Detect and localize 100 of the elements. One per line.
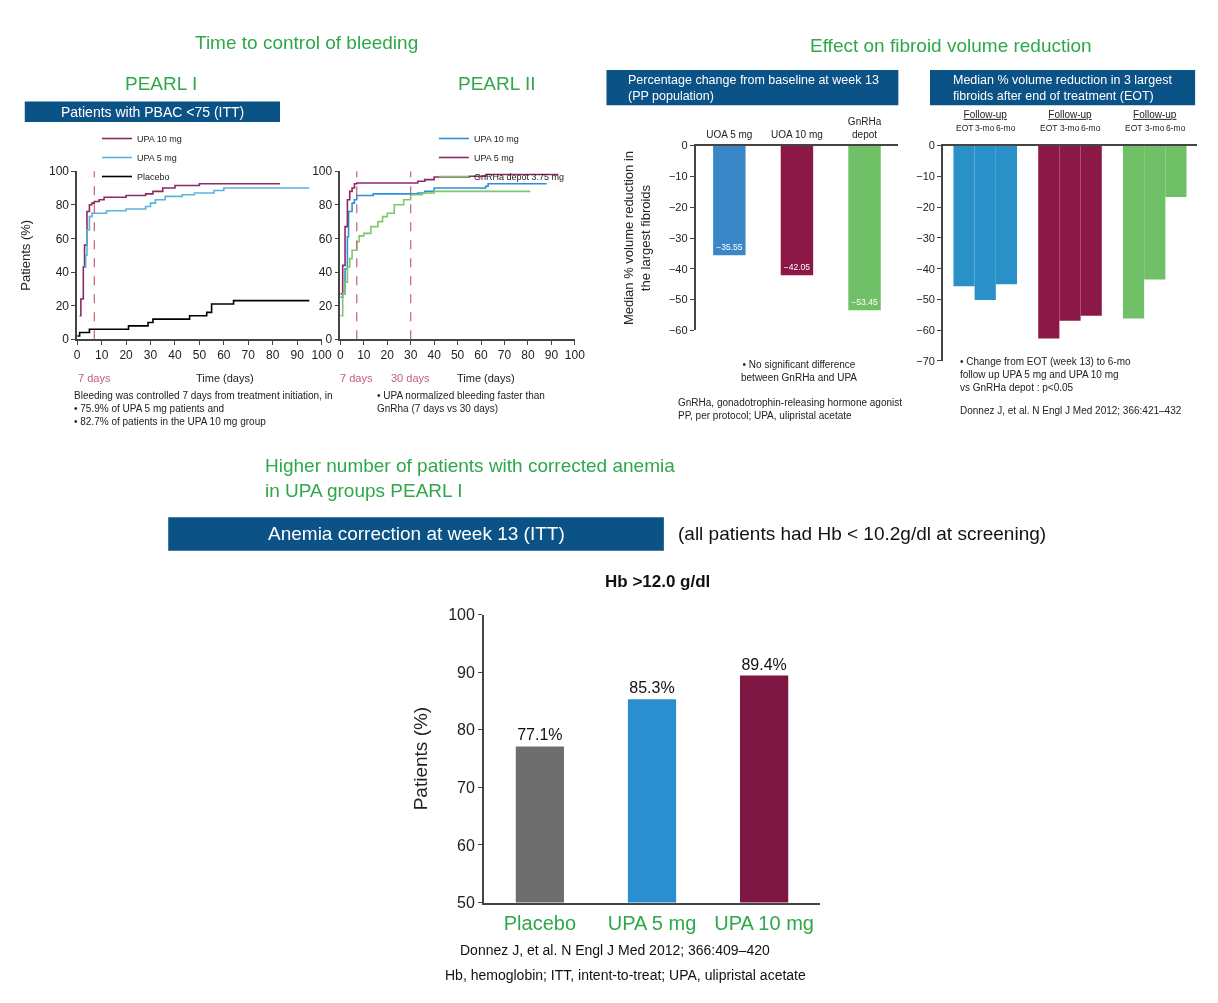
data-label: −35.55 xyxy=(716,242,743,253)
x-tick-label: Follow-up xyxy=(963,108,1008,120)
x-tick-label: 20 xyxy=(119,348,134,363)
y-tick-label: 80 xyxy=(318,198,333,213)
chart-subtitle: Anemia correction at week 13 (ITT) xyxy=(268,523,565,544)
text: Bleeding was controlled 7 days from treatment initiation, in • 75.9% of UPA 5 mg patients and • 82.7% of patients in the UPA 10 mg group xyxy=(74,390,333,427)
text: • No significant difference between GnRHa and UPA xyxy=(741,359,858,383)
chart-title: Percentage change from baseline at week 13 (PP population) xyxy=(628,73,879,104)
x-tick-label: 70 xyxy=(241,348,256,363)
x-tick-label: 30 xyxy=(404,348,418,363)
y-tick-label: 0 xyxy=(325,332,333,347)
y-tick-label: 40 xyxy=(55,265,70,280)
x-tick-label: UPA 10 mg xyxy=(714,912,814,935)
data-label: 89.4% xyxy=(741,655,787,673)
legend-label: UPA 5 mg xyxy=(473,153,514,164)
text: 3-mo xyxy=(1060,123,1080,133)
x-tick-label: 60 xyxy=(217,348,231,363)
y-tick-label: 60 xyxy=(318,231,333,246)
text: Higher number of patients with corrected anemia in UPA groups PEARL I xyxy=(265,455,676,501)
x-axis-title: Time (days) xyxy=(196,372,254,384)
y-tick-label: −60 xyxy=(916,324,935,337)
y-tick-label: −60 xyxy=(668,324,688,337)
y-tick-label: −70 xyxy=(916,354,935,367)
ref-line-label: 7 days xyxy=(78,372,111,384)
y-tick-label: −10 xyxy=(916,170,935,183)
y-tick-label: 100 xyxy=(448,606,475,624)
y-tick-label: −30 xyxy=(668,231,688,244)
x-tick-label: 70 xyxy=(497,348,512,363)
x-tick-label: 20 xyxy=(380,348,395,363)
text: (all patients had Hb < 10.2g/dl at screening) xyxy=(678,523,1047,544)
x-tick-label: 0 xyxy=(73,348,81,363)
x-tick-label: UOA 5 mg xyxy=(706,128,753,140)
x-tick-label: 60 xyxy=(474,348,489,363)
text: Effect on fibroid volume reduction xyxy=(810,35,1092,56)
chart-subtitle: Patients with PBAC <75 (ITT) xyxy=(61,104,245,120)
x-tick-label: UPA 5 mg xyxy=(607,912,697,935)
text: Donnez J, et al. N Engl J Med 2012; 366:421–432 xyxy=(960,405,1182,416)
x-tick-label: 90 xyxy=(290,348,305,363)
y-tick-label: 40 xyxy=(318,265,333,280)
chart-title: Hb >12.0 g/dl xyxy=(605,572,711,591)
x-tick-label: 80 xyxy=(266,348,280,363)
text: Time to control of bleeding xyxy=(195,32,419,53)
y-tick-label: 20 xyxy=(318,298,333,313)
x-tick-label: UOA 10 mg xyxy=(771,128,823,140)
y-tick-label: −30 xyxy=(916,231,935,244)
y-tick-label: 60 xyxy=(55,231,70,246)
legend-label: Placebo xyxy=(136,172,170,183)
y-axis-title: Median % volume reduction in the largest fibroids xyxy=(621,150,654,326)
text: 6-mo xyxy=(1166,123,1186,133)
x-tick-label: 80 xyxy=(521,348,535,363)
text: Hb, hemoglobin; ITT, intent-to-treat; UPA, ulipristal acetate xyxy=(445,967,807,983)
series-label: EOT xyxy=(956,123,974,133)
x-tick-label: 40 xyxy=(168,348,182,363)
y-tick-label: 100 xyxy=(49,164,70,179)
y-tick-label: −20 xyxy=(668,201,688,214)
data-label: −53.45 xyxy=(851,297,878,308)
x-tick-label: 100 xyxy=(564,348,586,363)
y-tick-label: 0 xyxy=(62,332,70,347)
y-tick-label: −40 xyxy=(916,262,935,275)
data-label: 85.3% xyxy=(629,679,675,697)
data-label: 77.1% xyxy=(517,726,563,744)
ref-line-label: 30 days xyxy=(391,372,431,384)
x-tick-label: Follow-up xyxy=(1048,108,1093,120)
x-tick-label: Follow-up xyxy=(1133,108,1177,120)
x-axis-title: Time (days) xyxy=(457,372,515,384)
chart-title: PEARL II xyxy=(458,73,536,94)
y-tick-label: 70 xyxy=(457,778,475,796)
y-tick-label: −40 xyxy=(668,262,688,275)
text: 3-mo xyxy=(1145,123,1165,133)
y-axis-title: Patients (%) xyxy=(410,706,432,811)
legend-label: GnRHa depot 3.75 mg xyxy=(473,172,564,183)
text: • UPA normalized bleeding faster than GnRha (7 days vs 30 days) xyxy=(377,390,545,414)
y-tick-label: 50 xyxy=(457,894,475,912)
text: EOT xyxy=(1040,123,1058,133)
y-tick-label: 0 xyxy=(928,139,935,152)
chart-title: PEARL I xyxy=(125,73,198,94)
text: EOT xyxy=(1125,123,1143,133)
series-label: 6-mo xyxy=(996,123,1016,133)
y-tick-label: 80 xyxy=(457,721,475,739)
x-tick-label: 10 xyxy=(357,348,371,363)
y-tick-label: 90 xyxy=(457,663,475,681)
y-tick-label: 80 xyxy=(55,198,70,213)
x-tick-label: 10 xyxy=(94,348,109,363)
annotation: • Change from EOT (week 13) to 6-mo follow up UPA 5 mg and UPA 10 mg vs GnRHa depot : p<0.05 xyxy=(960,356,1132,393)
y-tick-label: 20 xyxy=(55,298,70,313)
x-tick-label: 50 xyxy=(192,348,207,363)
y-tick-label: 0 xyxy=(681,139,688,152)
x-tick-label: 0 xyxy=(337,348,345,363)
y-tick-label: −20 xyxy=(916,200,935,213)
data-label: −42.05 xyxy=(783,262,811,273)
text: Donnez J, et al. N Engl J Med 2012; 366:409–420 xyxy=(460,942,770,958)
legend-label: UPA 5 mg xyxy=(136,153,177,164)
ref-line-label: 7 days xyxy=(340,372,373,384)
y-tick-label: −10 xyxy=(668,170,688,183)
y-tick-label: −50 xyxy=(668,293,688,306)
text: GnRHa, gonadotrophin-releasing hormone agonist PP, per protocol; UPA, ulipristal acetate xyxy=(678,397,903,421)
text: 6-mo xyxy=(1081,123,1101,133)
y-tick-label: 100 xyxy=(312,164,333,179)
x-tick-label: GnRHa depot xyxy=(847,115,882,140)
x-tick-label: 30 xyxy=(143,348,158,363)
